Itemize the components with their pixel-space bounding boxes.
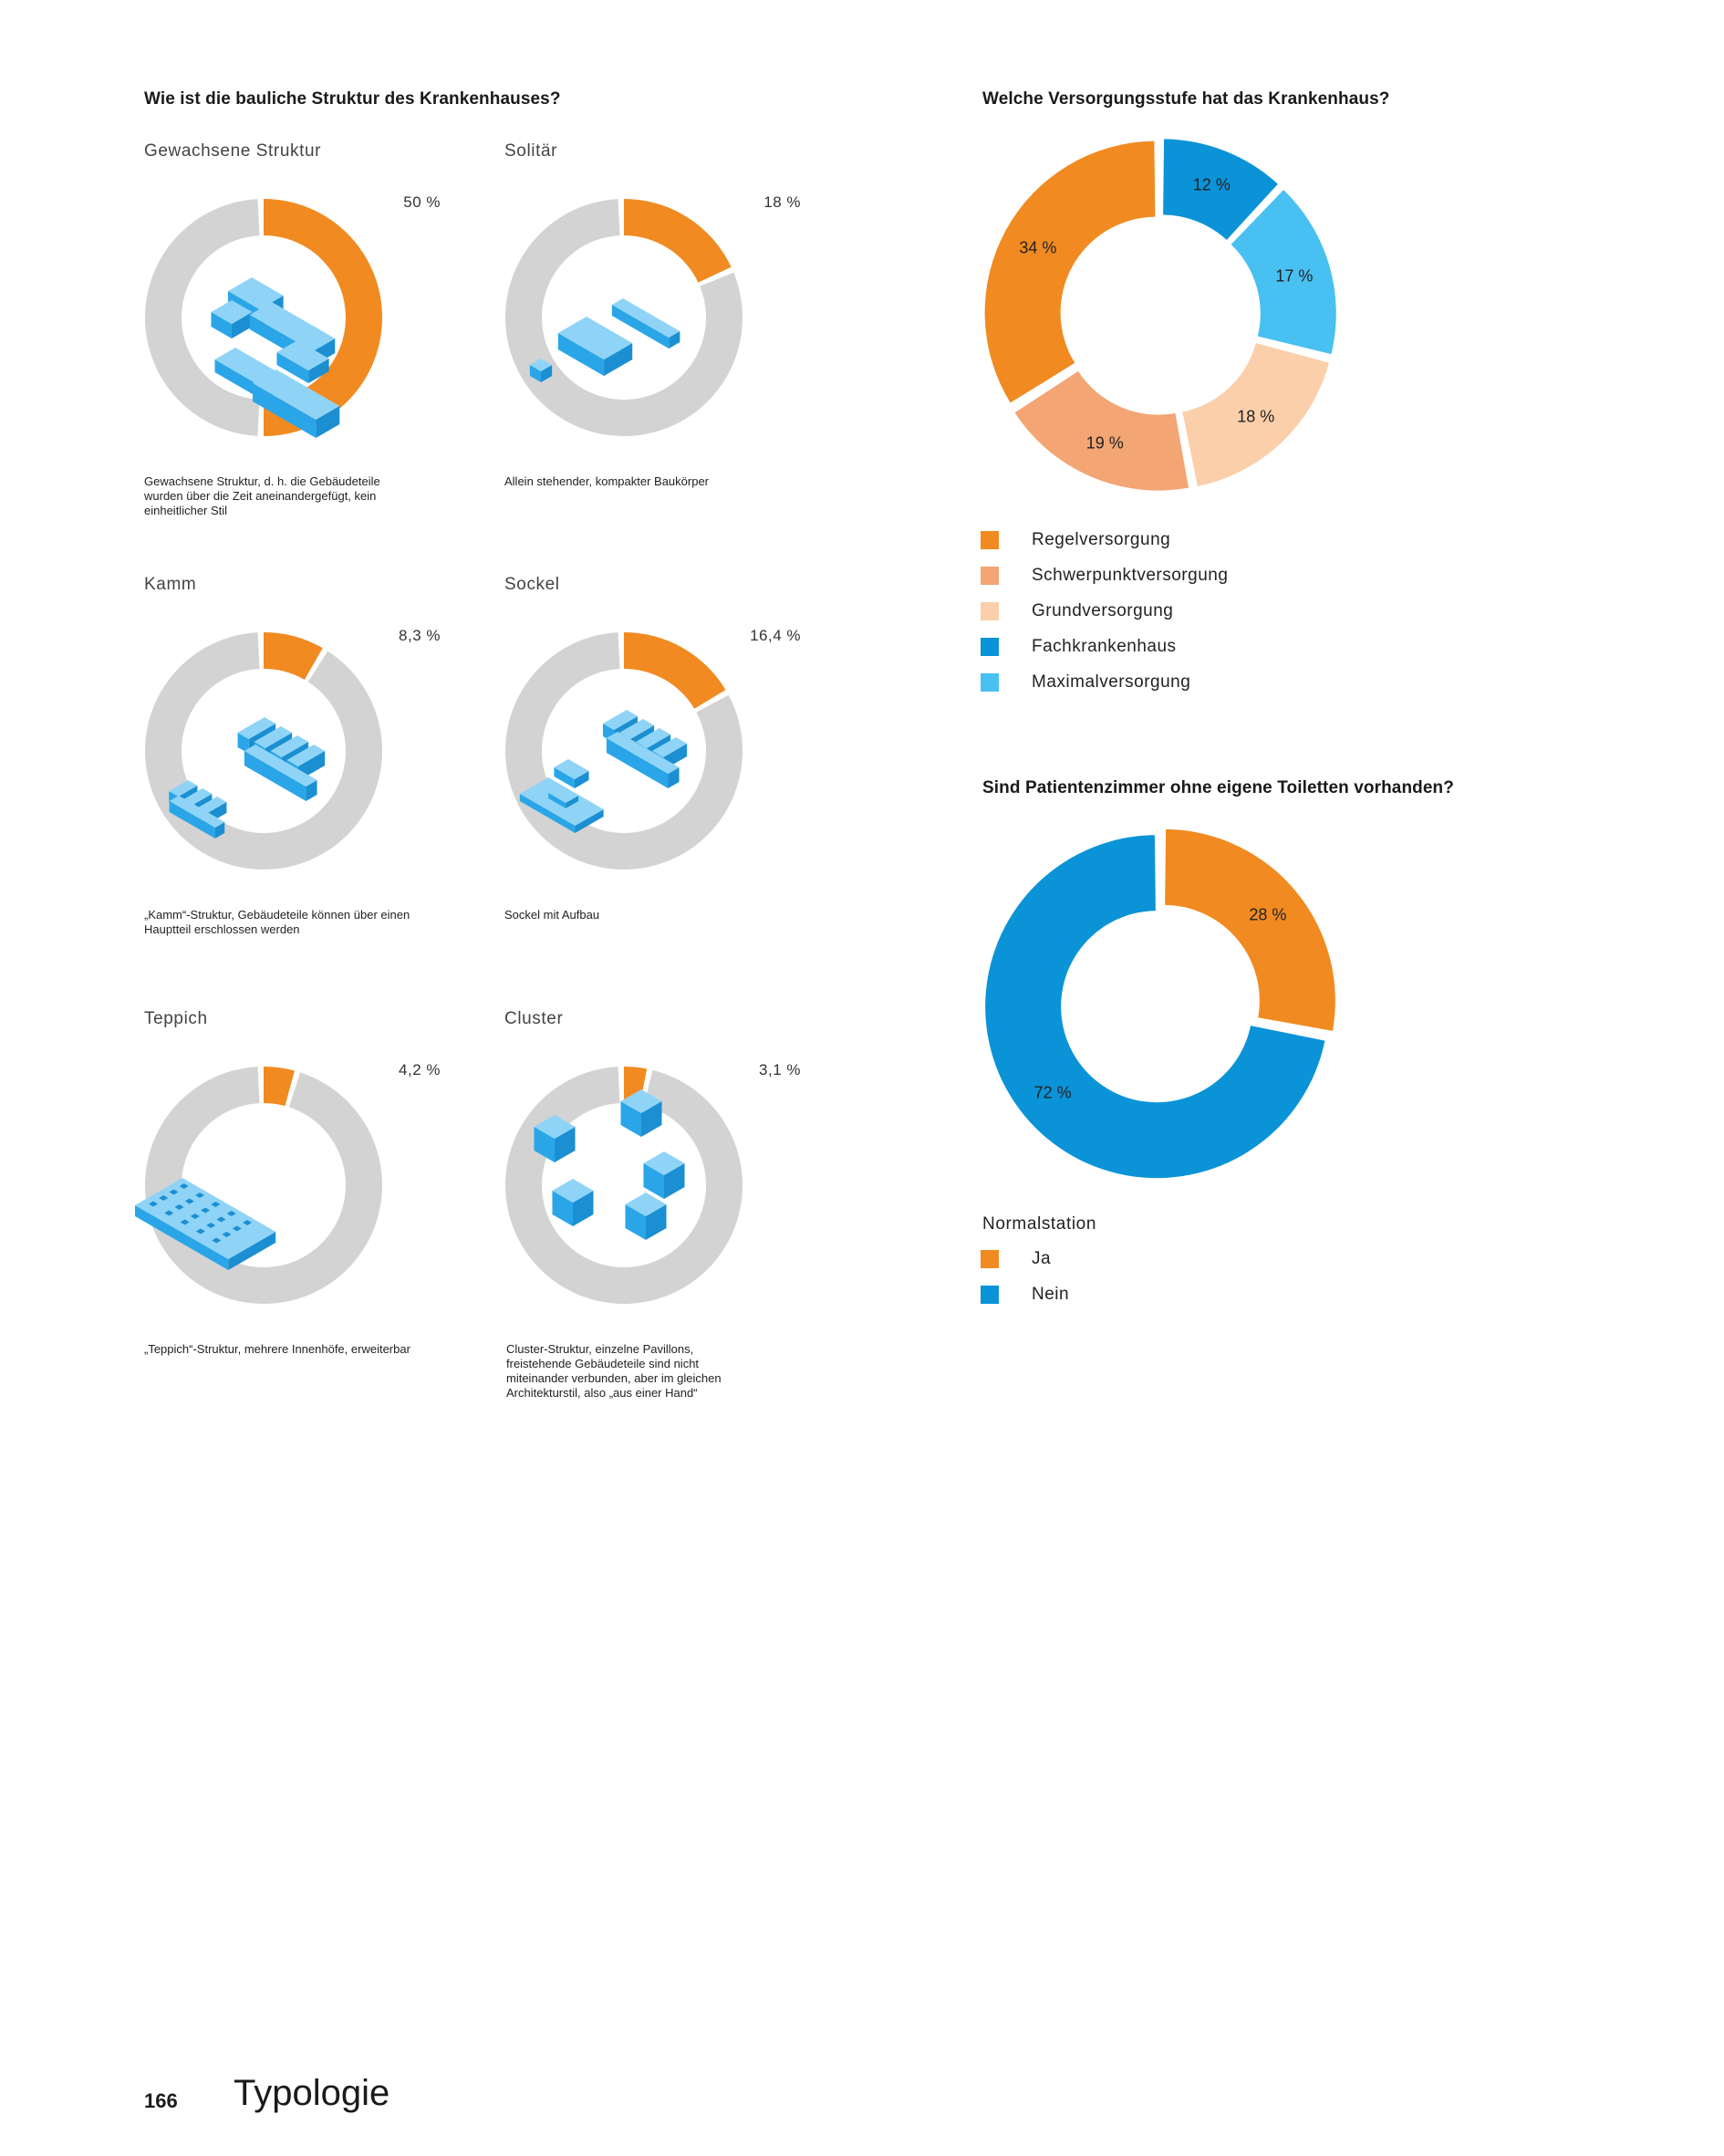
legend-label: Schwerpunktversorgung	[1032, 565, 1229, 585]
structure-donut-chart	[505, 632, 743, 870]
slice-data-label: 12 %	[1193, 176, 1231, 194]
donut-value-slice	[264, 199, 382, 436]
donut-remainder-slice	[505, 199, 743, 436]
page-number: 166	[144, 2089, 178, 2112]
donut-slice-fachkrankenhaus	[1163, 139, 1278, 240]
carpet-building-icon	[135, 1178, 276, 1270]
legend-item: Grundversorgung	[981, 593, 1228, 629]
structure-percent-label: 50 %	[403, 193, 441, 211]
structure-title: Sockel	[504, 575, 560, 594]
structure-percent-label: 4,2 %	[399, 1061, 441, 1078]
legend-item: Maximalversorgung	[981, 664, 1228, 700]
donut-value-slice	[264, 1067, 295, 1107]
legend-swatch	[981, 672, 999, 692]
slice-data-label: 18 %	[1237, 408, 1274, 426]
donut-slice-nein	[985, 835, 1325, 1179]
structure-title: Cluster	[504, 1009, 564, 1028]
structure-percent-label: 18 %	[763, 193, 801, 211]
toilet-legend-title: Normalstation	[982, 1214, 1097, 1234]
structure-donut-chart	[135, 1067, 382, 1304]
legend-swatch	[981, 601, 999, 620]
structure-caption: „Kamm“-Struktur, Gebäudeteile können übe…	[144, 908, 410, 936]
legend-label: Nein	[1032, 1284, 1070, 1304]
legend-item: Nein	[981, 1276, 1069, 1312]
toilet-heading: Sind Patientenzimmer ohne eigene Toilett…	[982, 778, 1454, 797]
plinth-building-icon	[519, 710, 688, 833]
slice-data-label: 17 %	[1275, 266, 1313, 285]
structure-caption: Gewachsene Struktur, d. h. die Gebäudete…	[144, 474, 380, 517]
legend-item: Ja	[981, 1241, 1069, 1276]
toilet-donut-chart: 28 % 72 %	[985, 828, 1335, 1179]
structure-percent-label: 16,4 %	[750, 627, 801, 644]
slice-data-label: 19 %	[1086, 433, 1124, 452]
structure-donut-chart	[144, 632, 382, 870]
toilet-legend: Ja Nein	[981, 1241, 1069, 1312]
structure-percent-label: 8,3 %	[399, 627, 441, 644]
structure-heading: Wie ist die bauliche Struktur des Kranke…	[144, 89, 561, 109]
structure-caption: Sockel mit Aufbau	[504, 908, 600, 922]
legend-label: Maximalversorgung	[1032, 672, 1191, 692]
care-level-donut-chart: 12 % 17 % 18 % 19 % 34 %	[984, 139, 1336, 491]
legend-swatch	[981, 637, 999, 656]
legend-label: Fachkrankenhaus	[1032, 636, 1177, 656]
structure-title: Solitär	[504, 141, 558, 161]
donut-slice-schwerpunktversorgung	[1014, 370, 1189, 491]
legend-item: Regelversorgung	[981, 522, 1228, 557]
donut-slice-ja	[1165, 828, 1335, 1031]
comb-building-icon	[169, 717, 326, 838]
slice-data-label: 34 %	[1019, 238, 1056, 256]
solitary-building-icon	[529, 298, 680, 382]
legend-item: Fachkrankenhaus	[981, 629, 1228, 664]
slice-data-label: 28 %	[1249, 905, 1286, 923]
care-level-legend: Regelversorgung Schwerpunktversorgung Grun…	[981, 522, 1228, 700]
donut-value-slice	[624, 199, 732, 283]
section-title: Typologie	[234, 2073, 390, 2113]
structure-caption: Allein stehender, kompakter Baukörper	[504, 474, 710, 488]
donut-slice-regelversorgung	[984, 141, 1156, 403]
slice-data-label: 72 %	[1034, 1084, 1072, 1102]
legend-swatch	[981, 1249, 999, 1268]
structure-title: Kamm	[144, 575, 197, 594]
legend-swatch	[981, 1285, 999, 1304]
grown-structure-building-icon	[211, 277, 340, 438]
cluster-building-icon	[534, 1089, 685, 1240]
legend-swatch	[981, 566, 999, 585]
structure-title: Gewachsene Struktur	[144, 141, 322, 161]
legend-label: Grundversorgung	[1032, 600, 1174, 620]
donut-value-slice	[264, 632, 323, 680]
structure-title: Teppich	[144, 1009, 208, 1028]
structure-donut-chart	[505, 199, 743, 436]
donut-slice-maximalversorgung	[1231, 190, 1336, 355]
donut-slice-grundversorgung	[1182, 342, 1329, 486]
structure-caption: „Teppich“-Struktur, mehrere Innenhöfe, e…	[144, 1342, 410, 1356]
structure-donut-chart	[505, 1067, 743, 1304]
care-level-heading: Welche Versorgungsstufe hat das Krankenh…	[982, 89, 1390, 109]
structure-percent-label: 3,1 %	[759, 1061, 801, 1078]
legend-swatch	[981, 530, 999, 549]
legend-label: Ja	[1032, 1248, 1052, 1268]
donut-value-slice	[624, 632, 726, 709]
structure-donut-chart	[144, 199, 382, 438]
legend-label: Regelversorgung	[1032, 529, 1171, 549]
structure-caption: Cluster-Struktur, einzelne Pavillons, fr…	[506, 1342, 722, 1400]
legend-item: Schwerpunktversorgung	[981, 557, 1228, 593]
